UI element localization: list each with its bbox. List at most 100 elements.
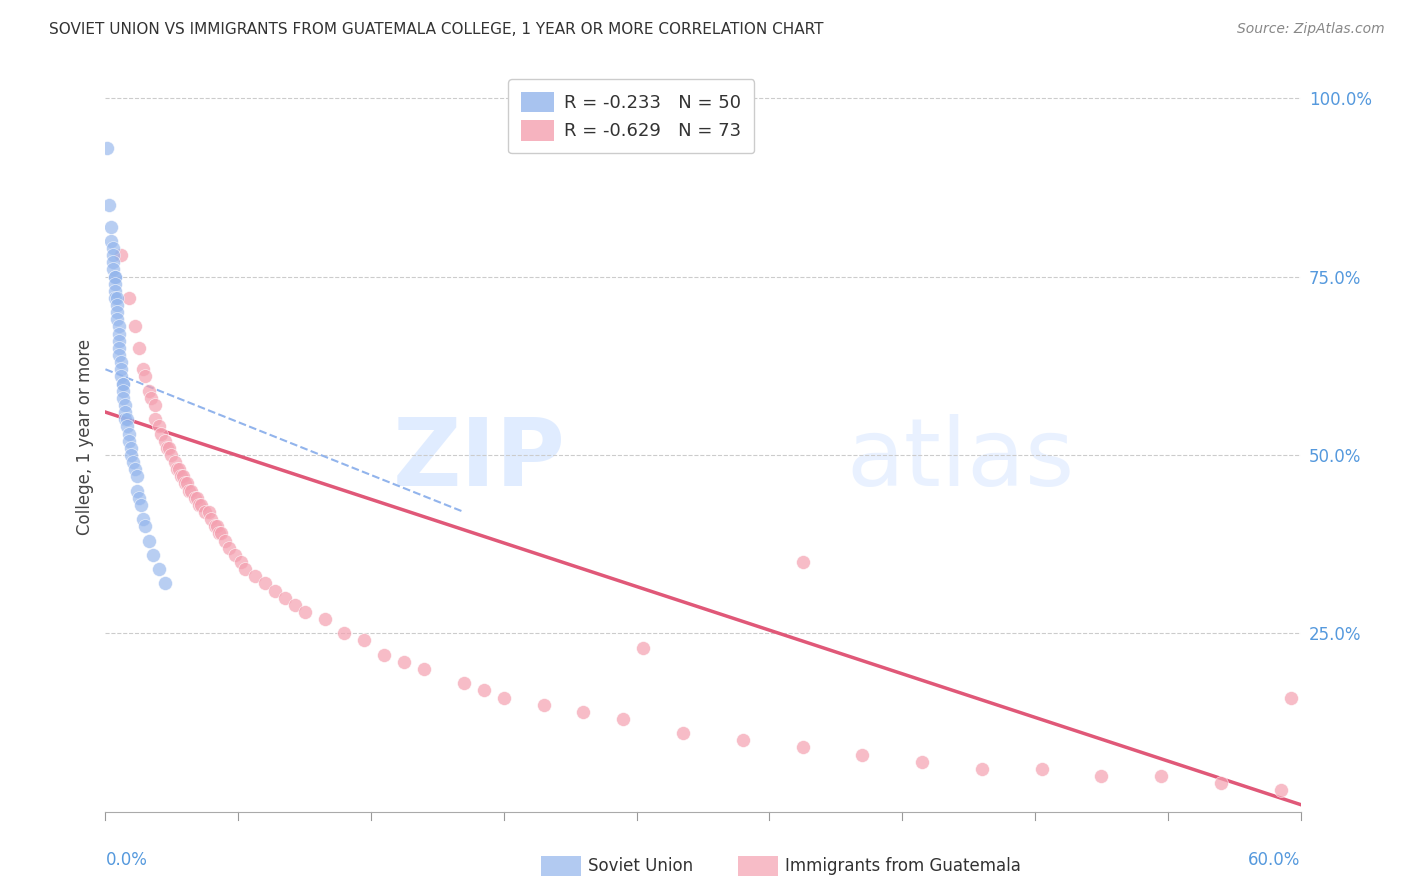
Point [138,384,160,398]
Point [208,526,231,541]
Point [792,740,814,755]
Point [851,747,873,762]
Point [141,391,163,405]
Point [233,562,256,576]
Point [107,305,129,319]
Point [114,405,136,419]
Point [120,448,142,462]
Point [612,712,634,726]
Point [172,469,194,483]
Point [104,284,127,298]
Point [108,334,131,348]
Point [103,248,125,262]
Point [413,662,436,676]
Point [186,491,208,505]
Point [218,541,240,555]
Point [120,441,142,455]
Point [205,519,228,533]
Point [156,441,179,455]
Point [153,576,177,591]
Point [273,591,295,605]
Point [132,362,155,376]
Point [174,476,197,491]
Point [177,483,201,498]
Point [353,633,375,648]
Point [731,733,754,747]
Point [107,291,129,305]
Point [100,219,122,234]
Point [1031,762,1053,776]
Point [204,519,226,533]
Point [294,605,316,619]
Point [98,198,121,212]
Point [110,248,132,262]
Point [134,519,156,533]
Point [263,583,285,598]
Point [103,262,125,277]
Point [143,412,166,426]
Point [167,462,190,476]
Point [108,326,131,341]
Point [392,655,416,669]
Point [118,434,141,448]
Text: SOVIET UNION VS IMMIGRANTS FROM GUATEMALA COLLEGE, 1 YEAR OR MORE CORRELATION CH: SOVIET UNION VS IMMIGRANTS FROM GUATEMAL… [49,22,824,37]
Point [165,455,187,469]
Point [1270,783,1292,797]
Point [117,419,139,434]
Point [224,548,246,562]
Text: 0.0%: 0.0% [105,851,148,869]
Point [180,483,202,498]
Point [492,690,515,705]
Point [143,398,166,412]
Y-axis label: College, 1 year or more: College, 1 year or more [76,339,94,535]
Point [150,426,173,441]
Point [229,555,252,569]
Point [103,255,125,269]
Text: ZIP: ZIP [392,414,565,506]
Point [112,376,135,391]
Point [108,319,131,334]
Point [188,498,211,512]
Point [110,369,132,384]
Point [157,441,180,455]
Point [104,291,127,305]
Point [284,598,307,612]
Point [190,498,212,512]
Point [100,234,122,248]
Point [114,412,136,426]
Point [633,640,655,655]
Point [373,648,395,662]
Point [112,384,135,398]
Point [253,576,276,591]
Point [103,241,125,255]
Point [117,412,139,426]
Point [108,348,131,362]
Point [129,498,153,512]
Point [170,469,193,483]
Text: 60.0%: 60.0% [1249,851,1301,869]
Text: atlas: atlas [846,414,1074,506]
Point [127,469,149,483]
Point [96,141,118,155]
Point [1090,769,1112,783]
Point [104,269,127,284]
Point [138,533,160,548]
Point [112,391,135,405]
Point [792,555,814,569]
Point [153,434,177,448]
Text: Immigrants from Guatemala: Immigrants from Guatemala [785,857,1021,875]
Point [148,562,170,576]
Point [333,626,356,640]
Point [672,726,695,740]
Point [107,298,129,312]
Point [142,548,165,562]
Text: Soviet Union: Soviet Union [588,857,693,875]
Point [107,312,129,326]
Point [110,362,132,376]
Point [194,505,217,519]
Point [1150,769,1173,783]
Point [1209,776,1232,790]
Point [533,698,555,712]
Point [148,419,170,434]
Point [572,705,595,719]
